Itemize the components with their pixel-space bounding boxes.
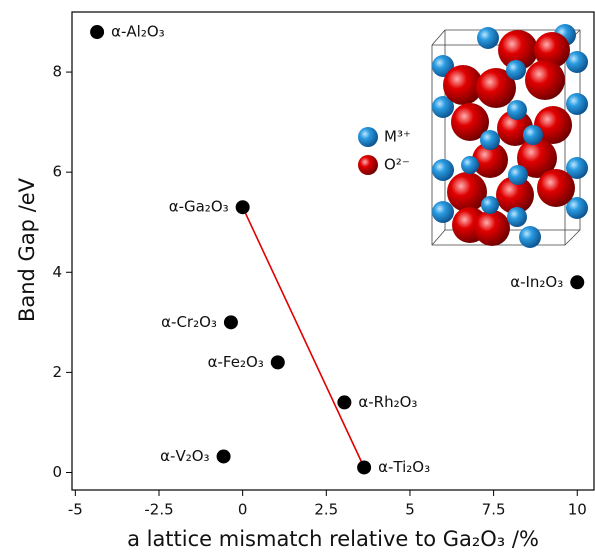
legend-swatch [358, 155, 378, 175]
point [223, 315, 238, 330]
point [270, 355, 285, 370]
point [216, 449, 231, 464]
y-tick-label: 0 [52, 463, 62, 481]
y-tick-label: 4 [52, 263, 62, 281]
y-tick-label: 2 [52, 363, 62, 381]
x-tick-label: -5 [68, 501, 83, 519]
point-label: α-Ti₂O₃ [378, 458, 430, 476]
x-tick-label: -2.5 [144, 501, 173, 519]
point [337, 395, 352, 410]
y-tick-label: 8 [52, 63, 62, 81]
x-tick-label: 7.5 [482, 501, 506, 519]
point-label: α-Rh₂O₃ [358, 393, 417, 411]
point-label: α-Al₂O₃ [111, 23, 165, 41]
plot-frame [71, 11, 595, 491]
point-label: α-Cr₂O₃ [161, 313, 217, 331]
x-tick-label: 10 [568, 501, 587, 519]
x-tick-label: 5 [405, 501, 415, 519]
x-axis-title: a lattice mismatch relative to Ga₂O₃ /% [127, 527, 539, 551]
point [570, 275, 585, 290]
legend: M³⁺ O²⁻ [358, 127, 411, 175]
crystal-inset [431, 24, 588, 248]
legend-label: O²⁻ [384, 156, 410, 174]
x-tick-label: 2.5 [314, 501, 338, 519]
trend-line [241, 206, 365, 468]
point-label: α-Fe₂O₃ [208, 353, 264, 371]
point-label: α-V₂O₃ [160, 447, 209, 465]
point [357, 460, 372, 475]
point-label: α-Ga₂O₃ [169, 198, 229, 216]
legend-label: M³⁺ [384, 128, 411, 146]
point [235, 200, 250, 215]
y-tick-label: 6 [52, 163, 62, 181]
legend-swatch [358, 127, 378, 147]
point-label: α-In₂O₃ [510, 273, 563, 291]
x-tick-label: 0 [238, 501, 248, 519]
y-axis-title: Band Gap /eV [15, 177, 39, 322]
point [90, 25, 105, 40]
